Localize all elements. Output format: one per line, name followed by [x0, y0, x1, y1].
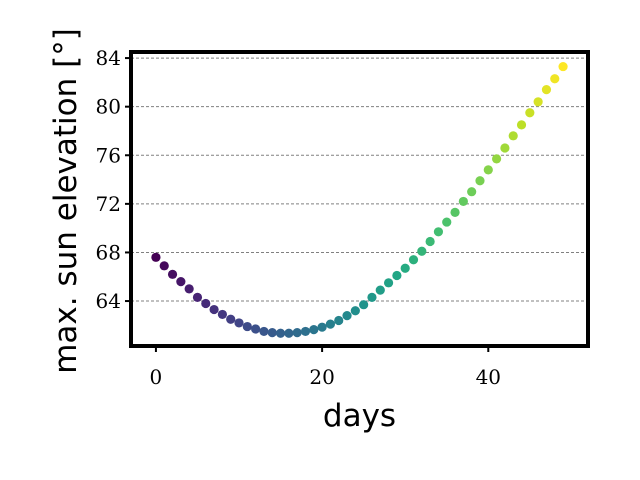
data-point	[516, 120, 527, 130]
data-point	[525, 108, 535, 118]
data-point	[492, 154, 502, 164]
data-point	[400, 263, 410, 273]
data-point	[159, 261, 169, 271]
data-point	[467, 187, 477, 197]
data-point	[550, 74, 560, 84]
data-point	[442, 217, 452, 227]
y-tick-label: 72	[96, 192, 121, 216]
y-tick-label: 80	[96, 95, 121, 119]
grid-lines	[131, 57, 588, 302]
data-point	[383, 278, 394, 288]
data-point	[184, 284, 194, 294]
data-point	[217, 309, 227, 320]
data-point	[433, 227, 444, 237]
y-axis-label: max. sun elevation [°]	[48, 28, 84, 374]
data-points	[151, 61, 568, 338]
data-point	[242, 321, 252, 332]
x-tick-label: 0	[150, 365, 163, 389]
data-point	[259, 326, 269, 337]
x-tick-label: 40	[476, 365, 501, 389]
data-point	[267, 328, 277, 338]
plot-frame	[129, 50, 590, 348]
data-point	[359, 300, 369, 310]
data-point	[508, 131, 518, 141]
x-tick-label: 20	[309, 365, 334, 389]
data-point	[234, 318, 244, 328]
data-point	[167, 269, 178, 279]
data-point	[151, 252, 161, 262]
y-tick-label: 64	[96, 289, 121, 313]
data-point	[450, 207, 460, 217]
data-point	[317, 322, 327, 332]
data-point	[417, 246, 427, 256]
data-point	[475, 176, 485, 186]
data-point	[176, 277, 186, 287]
data-point	[209, 304, 219, 315]
data-point	[367, 292, 377, 303]
data-point	[558, 61, 568, 72]
data-point	[350, 306, 360, 316]
x-axis-ticks: 0 20 40	[150, 346, 501, 389]
data-point	[541, 85, 552, 95]
data-point	[325, 319, 336, 329]
data-point	[408, 255, 419, 265]
data-point	[309, 324, 319, 335]
data-point	[342, 311, 352, 321]
data-point	[226, 314, 236, 324]
data-point	[192, 292, 203, 303]
y-tick-label: 76	[96, 143, 121, 167]
data-point	[458, 196, 468, 207]
data-point	[392, 270, 402, 281]
data-point	[375, 285, 385, 295]
data-point	[292, 328, 302, 338]
data-point	[300, 326, 311, 337]
data-point	[251, 324, 261, 334]
x-axis-label: days	[323, 398, 396, 434]
y-tick-label: 68	[96, 240, 121, 264]
y-tick-label: 84	[96, 46, 121, 70]
data-point	[334, 315, 344, 326]
y-axis-ticks: 64 68 72 76 80 84	[96, 46, 131, 313]
data-point	[483, 165, 493, 175]
data-point	[275, 328, 286, 338]
data-point	[284, 328, 294, 338]
data-point	[500, 143, 510, 153]
data-point	[425, 236, 435, 247]
data-point	[533, 97, 543, 107]
data-point	[201, 298, 211, 309]
